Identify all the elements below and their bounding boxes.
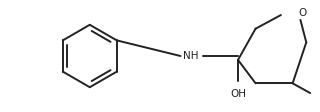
Text: O: O (298, 8, 307, 18)
Text: OH: OH (230, 89, 246, 99)
Text: NH: NH (183, 51, 199, 61)
